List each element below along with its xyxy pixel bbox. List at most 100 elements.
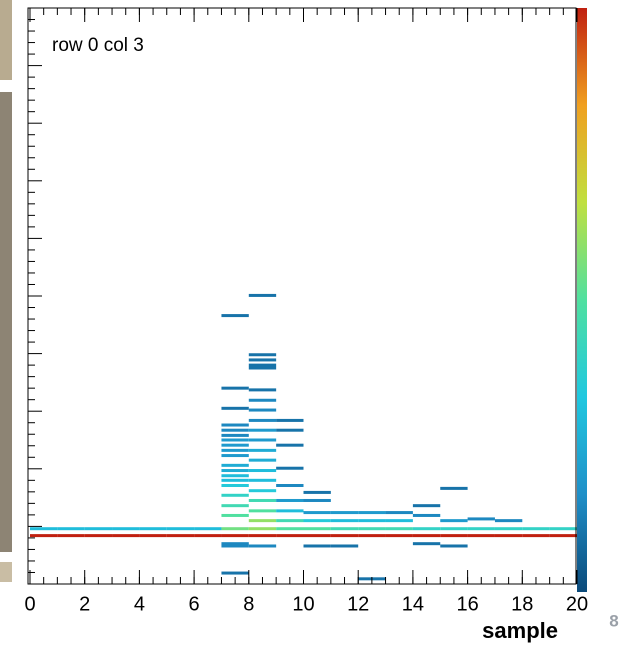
heatmap-cell (494, 527, 523, 531)
heatmap-cell (303, 519, 331, 523)
x-tick-label: 18 (511, 593, 533, 615)
heatmap-cell (221, 406, 249, 410)
photo-strip (0, 0, 12, 80)
heatmap-cell (221, 542, 249, 546)
heatmap-cell (276, 418, 304, 422)
heatmap-cell (412, 527, 441, 531)
heatmap-cell (166, 527, 195, 531)
heatmap-cell (221, 443, 249, 447)
heatmap-cell (303, 490, 331, 494)
heatmap-cell (221, 423, 249, 427)
page-number: 8 (609, 611, 618, 630)
heatmap-cell (221, 433, 249, 437)
heatmap-cell (248, 509, 277, 513)
heatmap-cell (358, 519, 386, 523)
heatmap-cell (276, 509, 304, 513)
heatmap-cell (221, 484, 249, 488)
heatmap-cell (440, 527, 468, 531)
heatmap-cell (248, 544, 277, 548)
heatmap-cell (276, 466, 304, 470)
heatmap-cell (221, 448, 249, 452)
heatmap-cell (358, 527, 386, 531)
heatmap-cell (248, 428, 277, 432)
heatmap-cell (467, 527, 495, 531)
heatmap-cell (221, 454, 249, 458)
heatmap-cell (385, 527, 413, 531)
heatmap-cell (385, 511, 413, 515)
heatmap-cell (303, 534, 331, 538)
heatmap-cell (221, 513, 249, 517)
heatmap-cell (221, 504, 249, 508)
heatmap-cell (549, 534, 577, 538)
heatmap-cell (221, 534, 249, 538)
heatmap-cell (522, 534, 550, 538)
heatmap-cell (221, 463, 249, 467)
heatmap-cell (412, 504, 441, 508)
heatmap-cell (303, 511, 331, 515)
heatmap-cell (248, 469, 277, 473)
heatmap-cell (221, 571, 249, 575)
heatmap-cell (330, 511, 359, 515)
x-tick-label: 0 (24, 593, 35, 615)
heatmap-cell (248, 293, 277, 297)
heatmap-cell (358, 511, 386, 515)
heatmap-cell (440, 519, 468, 523)
heatmap-cell (412, 542, 441, 546)
heatmap-cell (248, 358, 277, 362)
heatmap-cell (221, 314, 249, 318)
heatmap-cell (385, 534, 413, 538)
heatmap-cell (194, 527, 222, 531)
heatmap-cell (248, 418, 277, 422)
heatmap-cell (57, 527, 85, 531)
x-tick-label: 2 (79, 593, 90, 615)
heatmap-cell (303, 498, 331, 502)
photo-strip (0, 562, 12, 582)
heatmap-cell (139, 527, 167, 531)
heatmap-cell (385, 519, 413, 523)
heatmap-cell (276, 498, 304, 502)
heatmap-cell (412, 534, 441, 538)
heatmap-cell (221, 544, 249, 548)
heatmap-cell (221, 428, 249, 432)
heatmap-cell (248, 353, 277, 357)
heatmap-cell (84, 527, 113, 531)
heatmap-cell (248, 478, 277, 482)
heatmap-cell (112, 534, 140, 538)
heatmap-cell (330, 519, 359, 523)
heatmap-cell (248, 519, 277, 523)
heatmap-cell (30, 534, 58, 538)
x-axis-label: sample (482, 618, 558, 643)
heatmap-cell (166, 534, 195, 538)
color-bar (577, 8, 587, 592)
heatmap-cell (57, 534, 85, 538)
heatmap-cell (221, 438, 249, 442)
x-tick-label: 10 (292, 593, 314, 615)
heatmap-cell (330, 527, 359, 531)
heatmap-cell (248, 448, 277, 452)
heatmap-cell (303, 527, 331, 531)
x-tick-label: 4 (134, 593, 145, 615)
heatmap-cell (440, 486, 468, 490)
heatmap-cell (276, 443, 304, 447)
heatmap-cell (440, 534, 468, 538)
heatmap-cell (494, 534, 523, 538)
heatmap-cell (248, 408, 277, 412)
heatmap-cell (221, 469, 249, 473)
heatmap-cell (221, 527, 249, 531)
heatmap-cell (549, 527, 577, 531)
plot-frame (27, 7, 577, 585)
heatmap-cell (248, 398, 277, 402)
heatmap-cell (221, 386, 249, 390)
annotation: row 0 col 3 (52, 35, 144, 56)
heatmap-cell (522, 527, 550, 531)
heatmap-cell (30, 527, 58, 531)
heatmap-cell (194, 534, 222, 538)
heatmap-cell (330, 544, 359, 548)
heatmap-cell (248, 458, 277, 462)
heatmap-cell (276, 534, 304, 538)
heatmap-cell (276, 527, 304, 531)
heatmap-cell (112, 527, 140, 531)
heatmap-cell (248, 363, 277, 367)
